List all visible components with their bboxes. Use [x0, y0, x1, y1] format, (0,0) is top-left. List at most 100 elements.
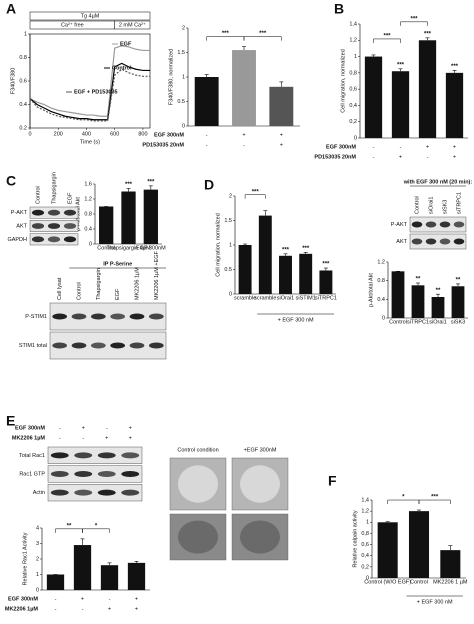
cell-shape [178, 465, 218, 503]
condition-value: - [109, 596, 111, 602]
y-tick-label: 1 [354, 54, 357, 60]
comparison-label: * [402, 495, 405, 501]
comparison-label: *** [383, 34, 391, 40]
y-axis-label: F340/F380, normalized [168, 49, 174, 106]
y-tick-label: 1.2 [377, 259, 385, 265]
blot-band [47, 223, 61, 229]
blot-row-label: Rac1 GTP [19, 471, 45, 477]
blot-band [411, 238, 423, 245]
x-tick-label: Control [389, 319, 407, 325]
x-tick-label: Control [410, 579, 428, 585]
image-caption: Control condition [177, 447, 218, 453]
y-tick-label: 0.2 [19, 125, 27, 131]
bar [194, 77, 219, 126]
blot-strip [49, 302, 167, 331]
condition-value: + [129, 435, 132, 441]
y-tick-label: 0,2 [349, 119, 357, 125]
significance: *** [322, 262, 330, 268]
blot-strip [409, 233, 467, 250]
x-tick-label: Control [97, 245, 115, 251]
y-tick-label: 0,6 [361, 542, 369, 548]
blot-band [63, 209, 77, 216]
comparison-label: *** [259, 31, 267, 37]
significance: *** [302, 246, 310, 252]
blot-band [31, 209, 45, 216]
bar [100, 565, 119, 590]
y-tick-label: 1.6 [84, 181, 92, 187]
blot-band [90, 342, 106, 349]
panel-label: E [6, 413, 15, 429]
panel-label: B [334, 1, 344, 17]
blot-header: with EGF 300 nM (20 min): [403, 179, 473, 185]
header-phase-box [114, 20, 151, 30]
blot-band [47, 209, 61, 216]
condition-label: EGF 300nM [8, 596, 38, 602]
y-axis-label: p-Akt/total Akt [368, 273, 374, 307]
bar [445, 72, 464, 138]
y-tick-label: 0 [36, 587, 39, 593]
significance: *** [424, 31, 432, 37]
blot-row-label: AKT [396, 239, 407, 245]
condition-value: - [206, 132, 208, 138]
bar [451, 286, 465, 318]
blot-strip [49, 331, 167, 360]
header-phase: Ca²⁺ free [61, 21, 84, 28]
series-line [29, 45, 150, 117]
condition-label: MK2206 1µM [12, 435, 46, 441]
blot-band [110, 342, 126, 349]
condition-value: + [242, 132, 245, 138]
comparison-label: ** [67, 523, 72, 529]
x-tick-label: siSK3 [451, 319, 465, 325]
condition-value: + [426, 144, 429, 150]
blot-strip [47, 484, 143, 502]
significance: *** [147, 179, 155, 185]
x-tick-label: scramble [254, 295, 276, 301]
x-tick-label: EGF 300nM [136, 245, 166, 251]
bar [377, 522, 398, 578]
blot-strip [47, 465, 143, 483]
series-line [29, 68, 150, 122]
comparison-bracket [243, 36, 282, 41]
blot-band [71, 313, 87, 320]
significance: *** [397, 62, 405, 68]
blot-band [453, 221, 465, 228]
condition-value: - [82, 435, 84, 441]
blot-band [63, 236, 77, 243]
y-tick-label: 1,4 [361, 497, 369, 503]
header-drug: Tg 4µM [81, 13, 100, 19]
y-tick-label: 0,2 [361, 564, 369, 570]
comparison-bracket [373, 38, 401, 43]
y-tick-label: 1.5 [224, 218, 232, 224]
blot-column-label: MK2206 1µM +EGF [154, 250, 160, 300]
blot-header: IP P-Serine [103, 261, 132, 267]
x-tick-label: 600 [110, 131, 119, 137]
y-tick-label: 2 [229, 193, 232, 199]
condition-value: - [55, 606, 57, 612]
bar [127, 562, 146, 590]
condition-value: + [135, 596, 138, 602]
blot-column-label: MK2206 1µM [134, 267, 140, 300]
blot-strip [47, 446, 143, 464]
blot-band [129, 342, 145, 349]
condition-value: + [453, 144, 456, 150]
y-tick-label: 0.8 [19, 55, 27, 61]
y-tick-label: 1.2 [84, 196, 92, 202]
blot-column-label: siTRPC1 [456, 192, 462, 214]
condition-label: EGF 300nM [154, 132, 184, 138]
condition-value: - [59, 425, 61, 431]
y-tick-label: 1,4 [349, 21, 357, 27]
y-tick-label: 0.4 [377, 297, 385, 303]
condition-label: EGF 300nM [15, 425, 45, 431]
bar [411, 285, 425, 318]
bar [258, 215, 272, 294]
x-tick-label: Control (W/O EGF) [364, 579, 411, 585]
comparison-label: *** [431, 495, 439, 501]
x-tick-label: siTRPC1 [407, 319, 429, 325]
y-tick-label: 1 [24, 31, 27, 37]
y-axis-label: Relative Rac1 Activity [22, 532, 28, 585]
blot-row-label: Actin [33, 490, 45, 496]
bar [408, 511, 430, 578]
condition-value: - [400, 144, 402, 150]
legend-label: Control [112, 65, 132, 71]
y-tick-label: 3 [36, 541, 39, 547]
